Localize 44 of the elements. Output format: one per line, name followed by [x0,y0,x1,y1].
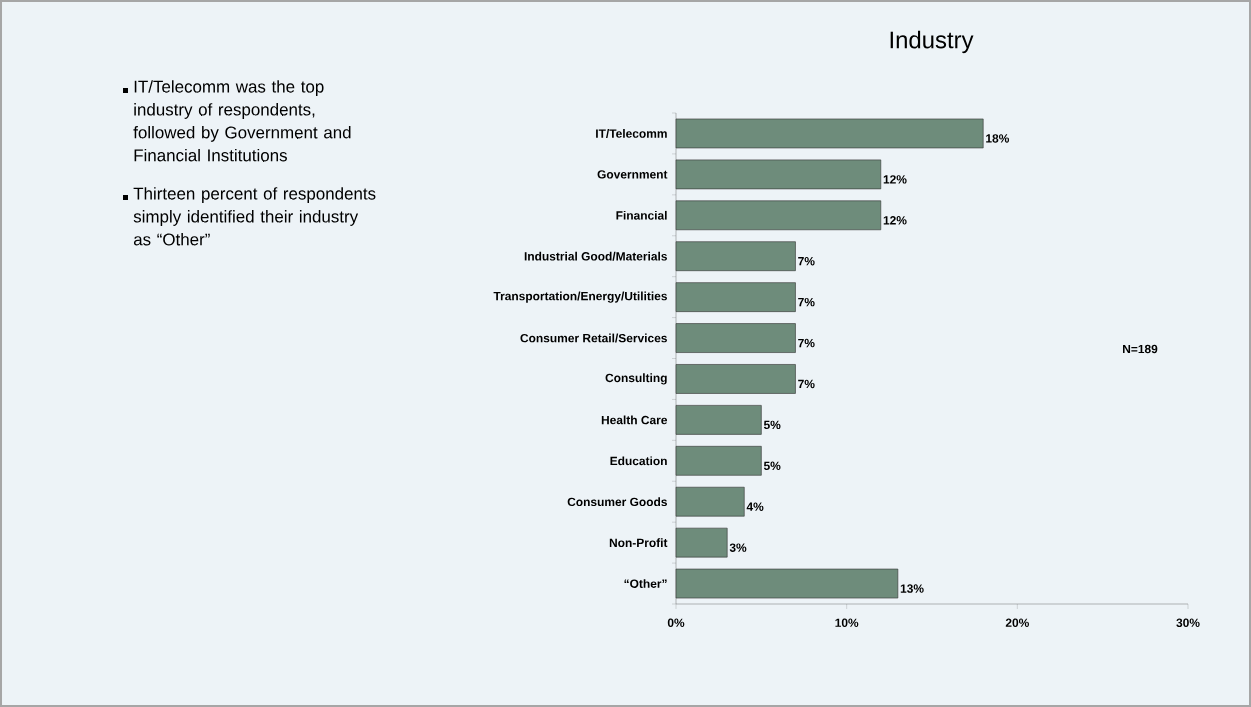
bar [675,405,762,435]
bar [675,241,796,272]
y-tick-label: “Other” [624,579,667,588]
data-label: 3% [729,543,747,552]
y-tick-label: Education [610,456,667,466]
data-label: 5% [763,461,781,471]
bar [675,446,762,476]
x-tick-label: 20% [1005,618,1029,627]
data-label: 12% [883,216,907,225]
bar [675,323,796,353]
text: Thirteen percent of respondents simply identified their industry as “Other” [133,187,376,246]
data-label: 13% [900,584,924,593]
y-tick-label: Consumer Retail/Services [520,333,667,343]
bar [675,527,728,558]
x-tick-label: 0% [667,618,685,627]
y-tick-label: Government [597,170,668,179]
data-label: 4% [746,502,764,511]
text: IT/Telecomm was the top industry of respondents, followed by Government and Financial Institutions [133,80,351,162]
x-tick-label: 30% [1176,618,1200,628]
bar [675,568,899,599]
y-tick-label: Health Care [601,415,668,425]
data-label: 18% [986,134,1010,143]
bar [675,118,984,149]
y-tick-label: Consumer Goods [567,497,667,507]
bar [675,159,882,190]
y-tick-label: Non-Profit [609,538,668,548]
data-label: 7% [798,297,815,307]
bar [675,282,796,312]
annotation: N=189 [1123,344,1158,354]
bar [675,364,796,394]
y-tick-label: Industrial Good/Materials [524,251,667,261]
data-label: 7% [798,257,815,266]
bar [675,200,882,231]
chart-title: Industry [890,30,974,54]
y-tick-label: Transportation/Energy/Utilities [493,291,667,303]
data-label: 5% [763,420,781,430]
data-label: 7% [798,338,815,348]
data-label: 7% [798,379,815,389]
bar [675,486,745,517]
x-tick-label: 10% [835,618,859,627]
y-tick-label: Consulting [605,373,667,385]
y-tick-label: IT/Telecomm [596,129,667,138]
data-label: 12% [883,175,907,184]
y-tick-label: Financial [616,210,667,220]
